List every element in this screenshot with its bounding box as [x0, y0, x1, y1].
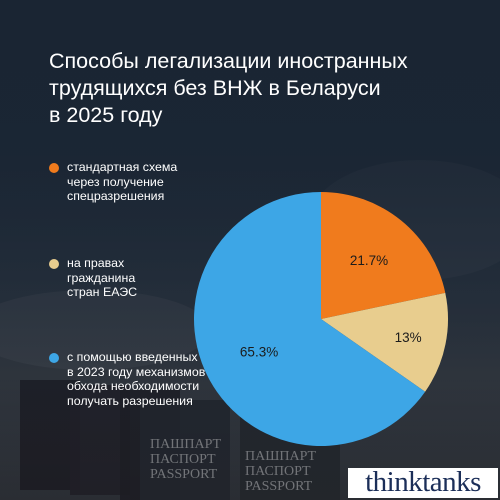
slice-label-standard: 21.7% [350, 253, 388, 268]
slice-label-eaeu: 13% [395, 330, 422, 345]
legend-dot-blue [49, 353, 59, 363]
title-line-2: трудящихся без ВНЖ в Беларуси [49, 76, 381, 100]
pie-slice-eaeu [321, 292, 448, 392]
passport-text-6: PASSPORT [245, 479, 313, 494]
slice-label-2023-mechanisms: 65.3% [240, 344, 278, 359]
chart-title: Способы легализации иностранных трудящих… [49, 48, 469, 129]
passport-text-1: ПАШПАРТ [150, 437, 222, 452]
legend-text: получать разрешения [67, 393, 193, 408]
pie-slice-2023-mechanisms [193, 192, 426, 446]
title-line-1: Способы легализации иностранных [49, 49, 408, 73]
legend-text: обхода необходимости [67, 379, 200, 394]
thinktanks-logo: thinktanks [348, 468, 498, 498]
passport-text-3: PASSPORT [150, 467, 218, 482]
passport-text-2: ПАСПОРТ [150, 452, 216, 467]
legend-text: стандартная схема [67, 160, 178, 174]
legend-text: с помощью введенных [67, 350, 198, 364]
legend-text: через получение [67, 174, 164, 189]
legend-dot-orange [49, 163, 59, 173]
legend-text: на правах [67, 256, 125, 270]
legend-text: гражданина [67, 270, 136, 285]
legend-text: в 2023 году механизмов [67, 364, 206, 379]
passport-text-4: ПАШПАРТ [245, 449, 317, 464]
legend-dot-beige [49, 259, 59, 269]
pie-slice-standard [321, 192, 446, 319]
passport-text-5: ПАСПОРТ [245, 464, 311, 479]
legend-text: спецразрешения [67, 189, 165, 204]
legend-text: стран ЕАЭС [67, 285, 138, 300]
title-line-3: в 2025 году [49, 103, 163, 127]
